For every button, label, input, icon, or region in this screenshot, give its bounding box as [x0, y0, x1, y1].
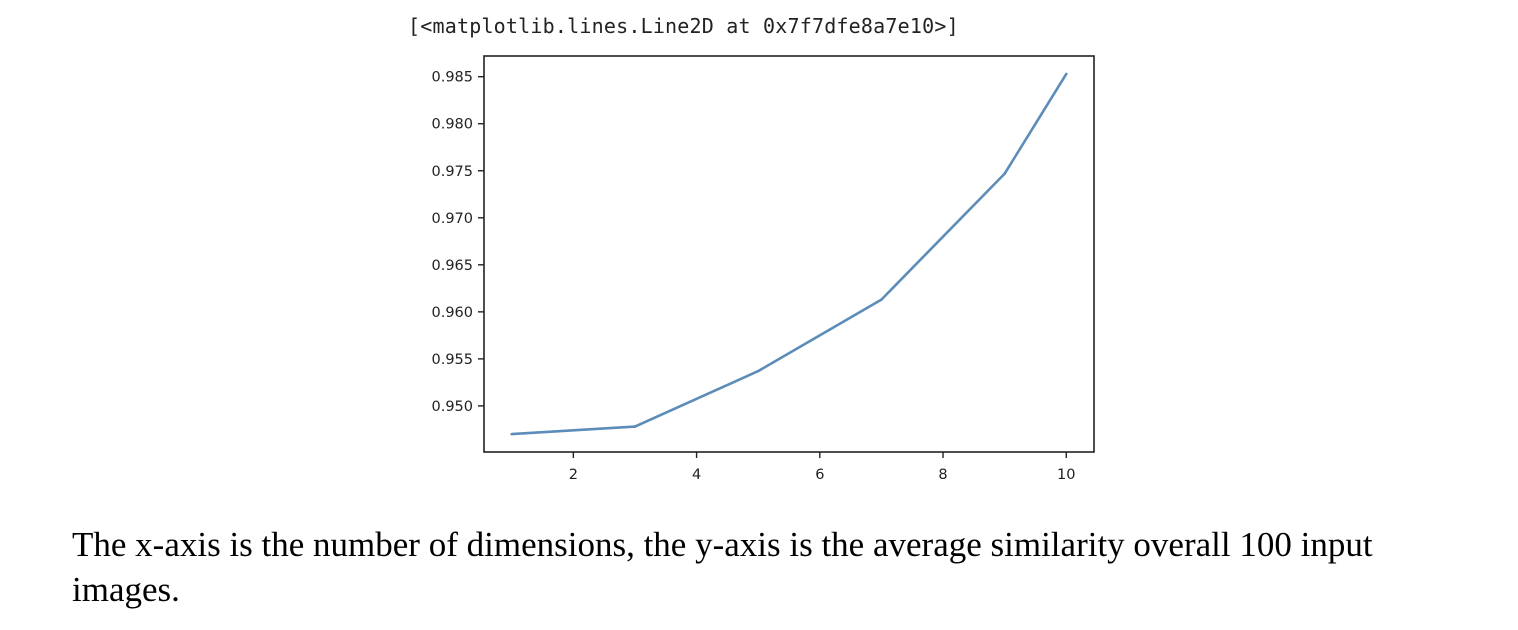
- y-axis: 0.950 0.955 0.960 0.965 0.970 0.975 0.980 0.985: [431, 70, 484, 415]
- y-tick-label: 0.960: [431, 305, 473, 321]
- x-tick-label: 4: [692, 467, 701, 483]
- y-tick-label: 0.965: [431, 258, 473, 274]
- x-tick-label: 6: [815, 467, 824, 483]
- y-tick-label: 0.985: [431, 70, 473, 86]
- x-axis: 2 4 6 8 10: [569, 452, 1075, 483]
- x-tick-label: 8: [938, 467, 947, 483]
- cell-output-text: [<matplotlib.lines.Line2D at 0x7f7dfe8a7…: [408, 14, 959, 38]
- series-lines: [510, 72, 1068, 436]
- series-line: [511, 73, 1068, 436]
- y-tick-label: 0.980: [431, 117, 473, 133]
- data-point: [756, 369, 760, 373]
- y-tick-label: 0.955: [431, 352, 473, 368]
- data-point: [510, 432, 514, 436]
- y-tick-label: 0.950: [431, 399, 473, 415]
- x-tick-label: 10: [1057, 467, 1075, 483]
- plot-area-frame: [483, 55, 1095, 453]
- figure-caption: The x-axis is the number of dimensions, …: [72, 525, 1373, 609]
- data-point: [633, 425, 637, 428]
- y-tick-label: 0.975: [431, 164, 473, 180]
- x-tick-label: 2: [569, 467, 578, 483]
- data-point: [1003, 172, 1006, 175]
- data-point: [880, 298, 883, 301]
- data-point: [1064, 72, 1068, 76]
- y-tick-label: 0.970: [431, 211, 473, 227]
